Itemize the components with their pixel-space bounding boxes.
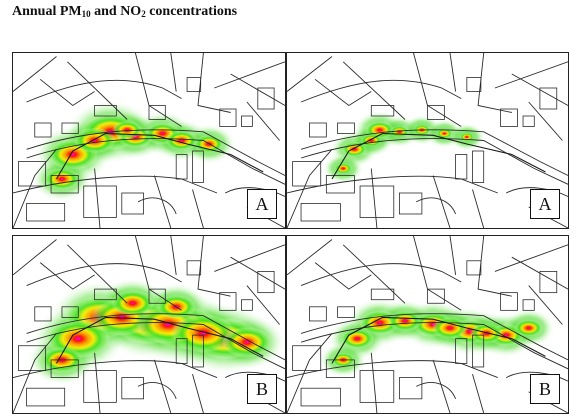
hotspot <box>334 163 353 174</box>
concentration-plume <box>31 99 236 202</box>
street-network <box>287 236 568 413</box>
street-network <box>13 53 285 228</box>
scenario-label: B <box>247 374 277 404</box>
concentration-map <box>287 53 568 228</box>
concentration-map <box>287 236 568 413</box>
scenario-label: A <box>247 189 277 219</box>
scenario-label: B <box>530 374 560 404</box>
concentration-plume <box>319 298 555 378</box>
street-network <box>13 236 285 413</box>
main-road <box>331 132 546 180</box>
hotspot <box>340 328 375 349</box>
hotspot <box>165 130 199 151</box>
hotspot <box>43 168 80 190</box>
page-title: Annual PM10 and NO2 concentrations <box>12 4 238 19</box>
concentration-map <box>13 236 285 413</box>
concentration-map <box>13 53 285 228</box>
hotspot <box>436 128 453 139</box>
map-panel-pm10-scenario-a: A <box>12 52 286 229</box>
main-road <box>331 316 546 364</box>
street-network <box>287 53 568 228</box>
hotspot <box>221 327 273 358</box>
map-panel-no2-scenario-b: B <box>286 235 569 414</box>
hotspot <box>469 323 504 344</box>
map-panel-pm10-scenario-b: B <box>12 235 286 414</box>
scenario-label: A <box>530 189 560 219</box>
main-road <box>56 316 264 364</box>
main-road <box>56 132 264 180</box>
hotspot <box>388 310 422 332</box>
hotspot <box>514 319 544 337</box>
concentration-plume <box>323 110 485 184</box>
hotspot <box>111 290 155 317</box>
map-panel-no2-scenario-a: A <box>286 52 569 229</box>
